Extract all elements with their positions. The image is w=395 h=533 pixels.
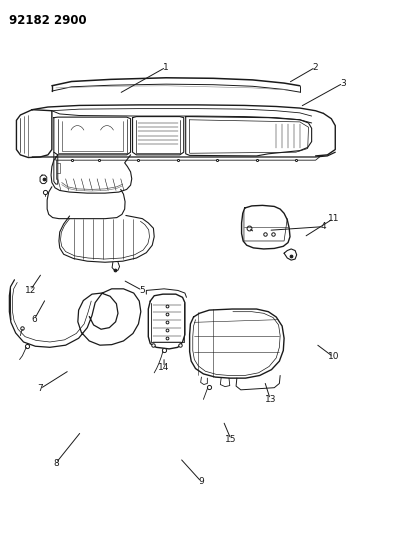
- Text: 14: 14: [158, 363, 170, 372]
- Text: 10: 10: [327, 352, 339, 361]
- Text: 1: 1: [163, 63, 169, 71]
- Text: 8: 8: [53, 459, 59, 467]
- Text: 3: 3: [340, 78, 346, 87]
- Text: 7: 7: [37, 384, 43, 393]
- Text: 92182 2900: 92182 2900: [9, 14, 86, 27]
- Text: 4: 4: [321, 222, 326, 231]
- Text: 5: 5: [139, 286, 145, 295]
- Text: 6: 6: [31, 315, 37, 324]
- Text: 12: 12: [24, 286, 36, 295]
- Text: 9: 9: [199, 478, 204, 486]
- Text: 2: 2: [313, 63, 318, 71]
- Text: 11: 11: [327, 214, 339, 223]
- Text: 13: 13: [265, 395, 276, 404]
- Text: 15: 15: [225, 435, 237, 444]
